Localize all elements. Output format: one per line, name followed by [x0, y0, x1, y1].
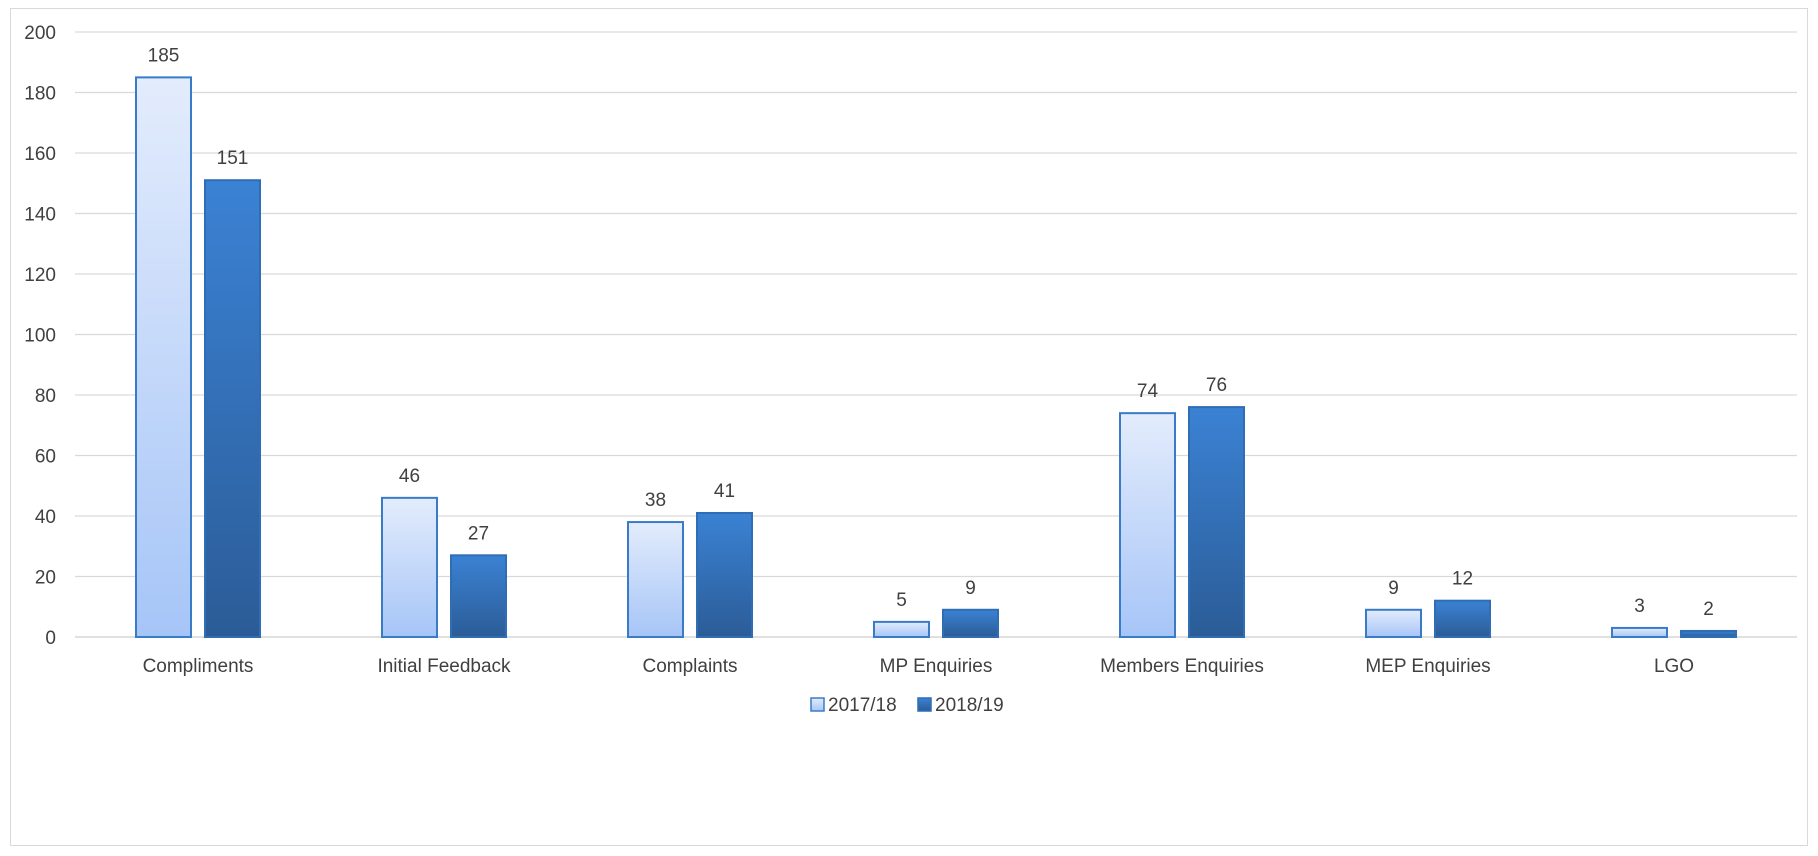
legend-swatch [810, 697, 825, 712]
bar-2017-18-complaints [627, 521, 684, 638]
y-tick-label: 40 [35, 507, 56, 528]
gridlines [75, 31, 1797, 638]
data-label: 76 [1206, 375, 1227, 396]
x-tick-label: Members Enquiries [1100, 656, 1264, 677]
y-tick-label: 80 [35, 386, 56, 407]
data-label: 9 [965, 578, 976, 599]
y-tick-label: 100 [24, 326, 56, 347]
x-axis-ticks: Compliments Initial Feedback Complaints MP … [143, 656, 1695, 677]
chart-frame: 0 20 40 60 80 100 120 140 160 180 200 185 151 46 27 38… [10, 8, 1808, 846]
legend-swatch [917, 697, 932, 712]
y-tick-label: 120 [24, 265, 56, 286]
data-label: 185 [148, 45, 180, 66]
data-label: 27 [468, 523, 489, 544]
y-axis-ticks: 0 20 40 60 80 100 120 140 160 180 200 [24, 23, 56, 649]
data-labels: 185 151 46 27 38 41 5 9 74 76 9 12 3 2 [148, 45, 1714, 620]
y-tick-label: 140 [24, 205, 56, 226]
legend[interactable]: 2017/18 2018/19 [810, 695, 1004, 716]
data-label: 5 [896, 590, 907, 611]
y-tick-label: 60 [35, 447, 56, 468]
y-tick-label: 160 [24, 144, 56, 165]
bar-2017-18-mep-enquiries [1365, 608, 1422, 639]
data-label: 74 [1137, 381, 1159, 402]
legend-label: 2017/18 [828, 695, 897, 716]
bar-2017-18-mp-enquiries [873, 620, 930, 638]
bar-2018-19-members-enquiries [1188, 406, 1245, 638]
data-label: 46 [399, 466, 420, 487]
x-tick-label: Complaints [642, 656, 737, 677]
bar-2017-18-members-enquiries [1119, 412, 1176, 638]
x-tick-label: LGO [1654, 656, 1694, 677]
x-tick-label: Initial Feedback [377, 656, 511, 677]
bars [135, 76, 1737, 639]
y-tick-label: 20 [35, 568, 56, 589]
y-tick-label: 200 [24, 23, 56, 44]
data-label: 3 [1634, 596, 1645, 617]
legend-item-2017-18[interactable]: 2017/18 [810, 695, 897, 716]
y-tick-label: 0 [45, 628, 56, 649]
x-tick-label: MEP Enquiries [1365, 656, 1490, 677]
data-label: 38 [645, 490, 666, 511]
bar-2017-18-initial-feedback [381, 496, 438, 638]
data-label: 151 [217, 148, 249, 169]
y-tick-label: 180 [24, 84, 56, 105]
bar-chart: 0 20 40 60 80 100 120 140 160 180 200 185 151 46 27 38… [24, 23, 1797, 716]
data-label: 12 [1452, 569, 1473, 590]
legend-label: 2018/19 [935, 695, 1004, 716]
x-tick-label: MP Enquiries [880, 656, 993, 677]
bar-2018-19-lgo [1680, 629, 1737, 639]
bar-2017-18-compliments [135, 76, 192, 638]
bar-2018-19-complaints [696, 511, 753, 639]
bar-2018-19-compliments [204, 179, 261, 638]
data-label: 9 [1388, 578, 1399, 599]
data-label: 2 [1703, 599, 1714, 620]
x-tick-label: Compliments [143, 656, 254, 677]
bar-2017-18-lgo [1611, 626, 1668, 638]
bar-2018-19-initial-feedback [450, 554, 507, 639]
data-label: 41 [714, 481, 735, 502]
bar-2018-19-mep-enquiries [1434, 599, 1491, 639]
bar-2018-19-mp-enquiries [942, 608, 999, 639]
legend-item-2018-19[interactable]: 2018/19 [917, 695, 1004, 716]
